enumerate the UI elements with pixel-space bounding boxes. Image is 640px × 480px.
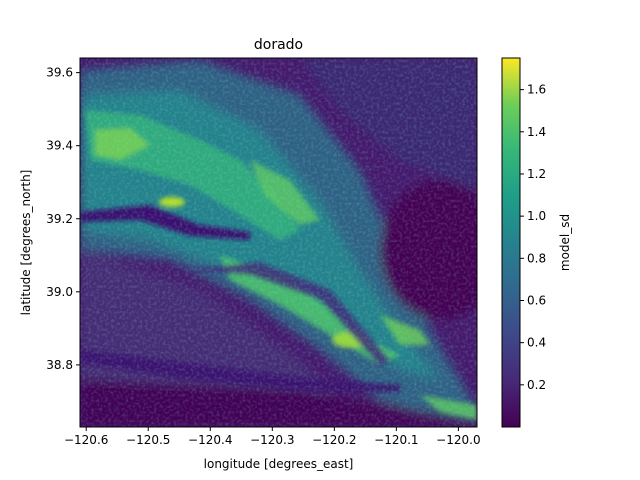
colorbar-tick-label: 1.4 [527, 125, 546, 139]
x-tick-label: −120.0 [436, 433, 480, 447]
x-tick-label: −120.1 [374, 433, 418, 447]
x-tick-label: −120.2 [312, 433, 356, 447]
colorbar-tick-label: 0.2 [527, 378, 546, 392]
plot-area-frame [79, 57, 478, 428]
colorbar-axis: 0.2 0.4 0.6 0.8 1.0 1.2 1.4 1.6 [520, 83, 546, 392]
y-tick-label: 39.4 [46, 139, 73, 153]
x-tick-label: −120.3 [250, 433, 294, 447]
x-axis: −120.6 −120.5 −120.4 −120.3 −120.2 −120.1 −120… [64, 427, 481, 447]
colorbar [501, 57, 521, 428]
colorbar-tick-label: 1.0 [527, 209, 546, 223]
heatmap-image [80, 58, 477, 427]
y-tick-label: 39.2 [46, 212, 73, 226]
colorbar-tick-label: 0.8 [527, 251, 546, 265]
x-tick-label: −120.5 [126, 433, 170, 447]
y-tick-label: 39.0 [46, 285, 73, 299]
colorbar-tick-label: 0.4 [527, 336, 546, 350]
x-tick-label: −120.4 [188, 433, 232, 447]
y-axis: 38.8 39.0 39.2 39.4 39.6 [46, 66, 80, 372]
colorbar-tick-label: 1.6 [527, 83, 546, 97]
y-tick-label: 38.8 [46, 358, 73, 372]
colorbar-tick-label: 1.2 [527, 167, 546, 181]
y-tick-label: 39.6 [46, 66, 73, 80]
chart-title: dorado [254, 37, 303, 53]
x-axis-label: longitude [degrees_east] [204, 457, 354, 471]
colorbar-tick-label: 0.6 [527, 293, 546, 307]
colorbar-label: model_sd [558, 214, 572, 271]
x-tick-label: −120.6 [64, 433, 108, 447]
y-axis-label: latitude [degrees_north] [19, 170, 33, 316]
